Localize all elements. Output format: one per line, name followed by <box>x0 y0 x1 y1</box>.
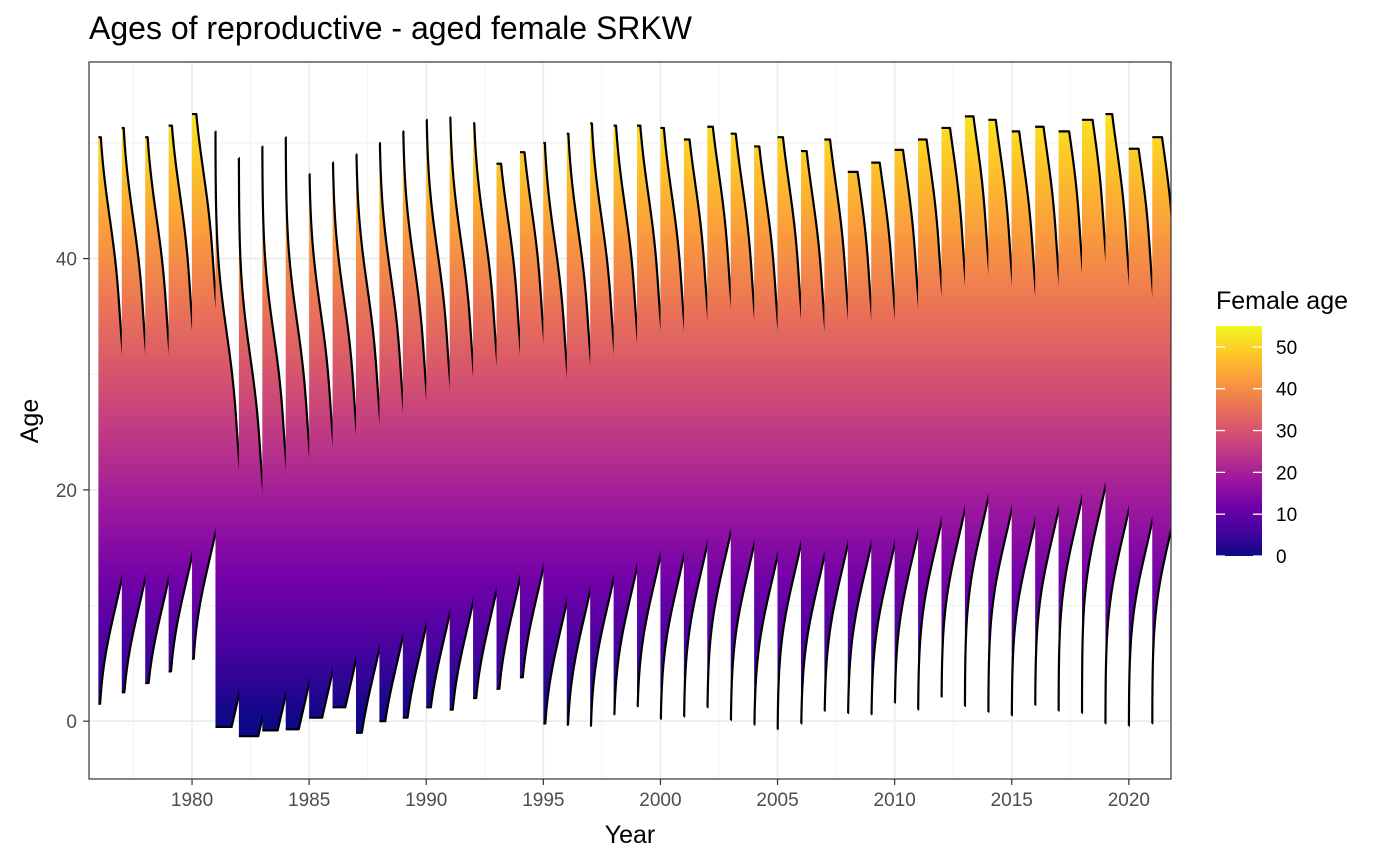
legend-tick-label-0: 0 <box>1276 547 1287 568</box>
ridge-fill-2011 <box>918 139 955 710</box>
ridge-fill-2014 <box>988 119 1025 712</box>
x-tick-label-2020: 2020 <box>1108 790 1150 811</box>
ridge-fill-2007 <box>824 139 861 711</box>
ridge-fill-1997 <box>590 123 627 726</box>
y-tick-label-40: 40 <box>56 250 77 271</box>
color-legend: Female age 0 10 20 30 40 50 <box>1216 287 1348 568</box>
x-tick-label-1985: 1985 <box>288 790 330 811</box>
y-tick-label-0: 0 <box>66 712 77 733</box>
legend-tick-label-10: 10 <box>1276 505 1297 526</box>
legend-title: Female age <box>1216 287 1348 315</box>
ridge-fill-2018 <box>1082 119 1119 714</box>
x-tick-label-2010: 2010 <box>874 790 916 811</box>
x-tick-label-2015: 2015 <box>991 790 1033 811</box>
ridge-fill-2004 <box>754 146 791 725</box>
x-tick-label-2005: 2005 <box>756 790 798 811</box>
ridge-fill-1980 <box>192 114 229 659</box>
legend-colorbar <box>1216 326 1262 556</box>
ridge-fill-2003 <box>730 133 768 721</box>
ridge-line-2021 <box>1151 136 1171 725</box>
ridge-fill-2015 <box>1011 131 1049 716</box>
ridge-fill-2008 <box>847 171 885 714</box>
chart-title: Ages of reproductive - aged female SRKW <box>89 10 693 46</box>
x-axis: 1980 1985 1990 1995 2000 2005 2010 2015 2020 <box>171 779 1150 811</box>
x-tick-label-1990: 1990 <box>405 790 447 811</box>
legend-tick-label-30: 30 <box>1276 422 1297 443</box>
ridge-fill-2002 <box>707 126 744 708</box>
x-tick-label-1980: 1980 <box>171 790 213 811</box>
legend-tick-label-40: 40 <box>1276 380 1297 401</box>
legend-tick-label-50: 50 <box>1276 338 1297 359</box>
ridge-fill-2010 <box>894 149 931 703</box>
ridge-fill-2006 <box>800 151 838 724</box>
ridge-fill-2021 <box>1152 137 1171 724</box>
ridge-fill-2000 <box>660 127 697 719</box>
ridge-2021 <box>1151 136 1171 725</box>
x-tick-label-1995: 1995 <box>522 790 564 811</box>
ridge-fill-2017 <box>1058 131 1095 711</box>
ridge-fill-1996 <box>566 133 604 725</box>
ridge-fill-2009 <box>871 162 908 715</box>
y-axis: 0 20 40 <box>56 250 89 733</box>
ridge-fill-1999 <box>637 125 674 707</box>
x-axis-title: Year <box>605 821 656 849</box>
legend-ticks: 0 10 20 30 40 50 <box>1216 338 1297 568</box>
ridge-fill-2016 <box>1035 126 1072 705</box>
ridge-fill-2001 <box>683 139 721 717</box>
y-axis-title: Age <box>16 399 44 443</box>
ridge-fill-1998 <box>613 125 650 715</box>
y-tick-label-20: 20 <box>56 481 77 502</box>
x-tick-label-2000: 2000 <box>639 790 681 811</box>
plot-panel-border <box>88 61 1172 780</box>
legend-tick-label-20: 20 <box>1276 463 1297 484</box>
ridge-fill-2012 <box>941 127 978 697</box>
ridge-fill-1976 <box>98 137 135 704</box>
ridge-fill-2005 <box>777 137 814 730</box>
ridges <box>98 112 1171 738</box>
